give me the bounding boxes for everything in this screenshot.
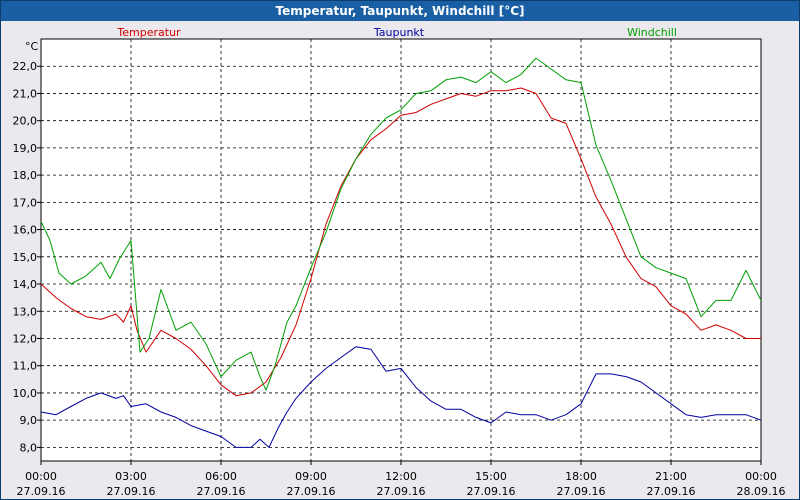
x-tick-date: 27.09.16	[107, 485, 156, 498]
grid	[41, 39, 761, 461]
x-tick-time: 12:00	[385, 470, 417, 483]
y-tick-label: 16,0	[13, 224, 38, 237]
y-tick-label: 19,0	[13, 142, 38, 155]
x-tick-time: 15:00	[475, 470, 507, 483]
legend-windchill: Windchill	[627, 26, 677, 39]
x-tick-time: 21:00	[655, 470, 687, 483]
x-tick-time: 18:00	[565, 470, 597, 483]
y-tick-label: 10,0	[13, 387, 38, 400]
x-tick-time: 03:00	[115, 470, 147, 483]
y-axis: 8,0 9,0 10,0 11,0 12,0 13,0 14,0 15,0 16,0 17,0 18…	[13, 60, 41, 454]
x-tick-date: 27.09.16	[647, 485, 696, 498]
x-tick-time: 00:00	[745, 470, 777, 483]
y-tick-label: 12,0	[13, 332, 38, 345]
legend-temperatur: Temperatur	[116, 26, 181, 39]
x-tick-time: 00:00	[25, 470, 57, 483]
series-line-windchill	[40, 57, 762, 391]
y-tick-label: 14,0	[13, 278, 38, 291]
x-tick-time: 09:00	[295, 470, 327, 483]
x-tick-date: 27.09.16	[287, 485, 336, 498]
x-tick-date: 27.09.16	[377, 485, 426, 498]
series-line-temperatur	[40, 87, 761, 397]
x-tick-date: 28.09.16	[737, 485, 786, 498]
series-group	[40, 57, 762, 448]
x-tick-date: 27.09.16	[197, 485, 246, 498]
y-axis-unit-label: °C	[25, 40, 39, 53]
x-tick-date: 27.09.16	[557, 485, 606, 498]
window-title: Temperatur, Taupunkt, Windchill [°C]	[1, 1, 799, 21]
x-tick-date: 27.09.16	[467, 485, 516, 498]
x-tick-date: 27.09.16	[17, 485, 66, 498]
y-tick-label: 15,0	[13, 251, 38, 264]
y-tick-label: 20,0	[13, 115, 38, 128]
y-tick-label: 21,0	[13, 87, 38, 100]
y-tick-label: 22,0	[13, 60, 38, 73]
y-tick-label: 11,0	[13, 360, 38, 373]
y-tick-label: 8,0	[20, 441, 38, 454]
x-axis: 00:00 27.09.16 03:00 27.09.16 06:00 27.09.16 0…	[17, 461, 786, 498]
y-tick-label: 18,0	[13, 169, 38, 182]
series-line-taupunkt	[40, 346, 762, 448]
legend-taupunkt: Taupunkt	[373, 26, 425, 39]
x-tick-time: 06:00	[205, 470, 237, 483]
y-tick-label: 13,0	[13, 305, 38, 318]
y-tick-label: 17,0	[13, 196, 38, 209]
y-tick-label: 9,0	[20, 414, 38, 427]
